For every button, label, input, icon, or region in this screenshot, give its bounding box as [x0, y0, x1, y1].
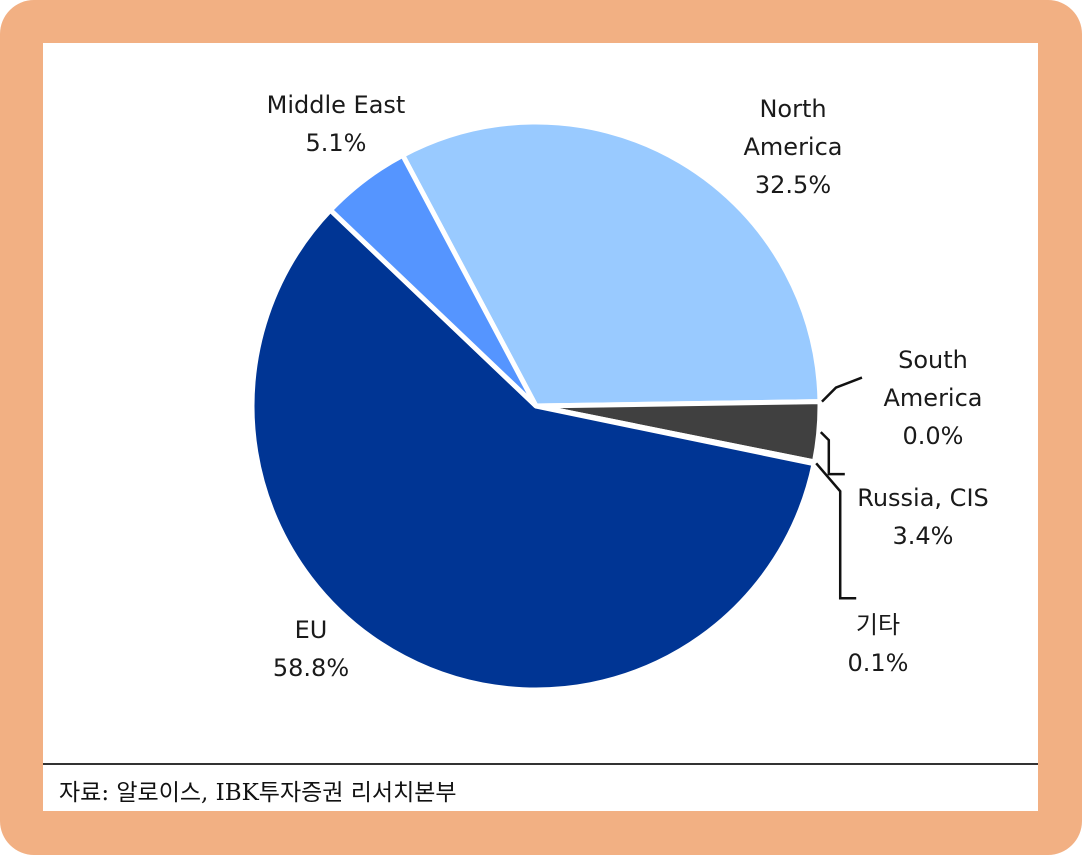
slice-value-russia-cis: 3.4% — [893, 522, 954, 550]
chart-panel: North America 32.5% South America 0.0% Russia,… — [43, 43, 1038, 811]
slice-value-eu: 58.8% — [273, 654, 349, 682]
slice-label-south-america: America — [884, 384, 983, 412]
leader-line-other — [815, 462, 857, 600]
leader-line-south-america — [821, 376, 863, 403]
slice-value-기타: 0.1% — [848, 649, 909, 677]
pie-chart: North America 32.5% South America 0.0% Russia,… — [249, 91, 989, 693]
source-note: 자료: 알로이스, IBK투자증권 리서치본부 — [59, 780, 457, 806]
leader-line-russia-cis — [819, 431, 845, 476]
slice-label-north-america: America — [744, 133, 843, 161]
slice-label-eu: EU — [295, 616, 328, 644]
slice-label-russia-cis: Russia, CIS — [857, 484, 989, 512]
slice-value-south-america: 0.0% — [903, 422, 964, 450]
slice-value-middle-east: 5.1% — [306, 129, 367, 157]
slice-label-middle-east: Middle East — [267, 91, 406, 119]
pie-slice-middle-east — [327, 152, 539, 409]
pie-slice-eu — [249, 207, 817, 693]
slice-label-기타: 기타 — [856, 611, 900, 639]
source-divider — [43, 763, 1038, 765]
pie-slice-north-america — [400, 119, 823, 409]
slice-label-south-america: South — [898, 346, 968, 374]
slice-value-north-america: 32.5% — [755, 171, 831, 199]
slice-label-north-america: North — [759, 95, 826, 123]
